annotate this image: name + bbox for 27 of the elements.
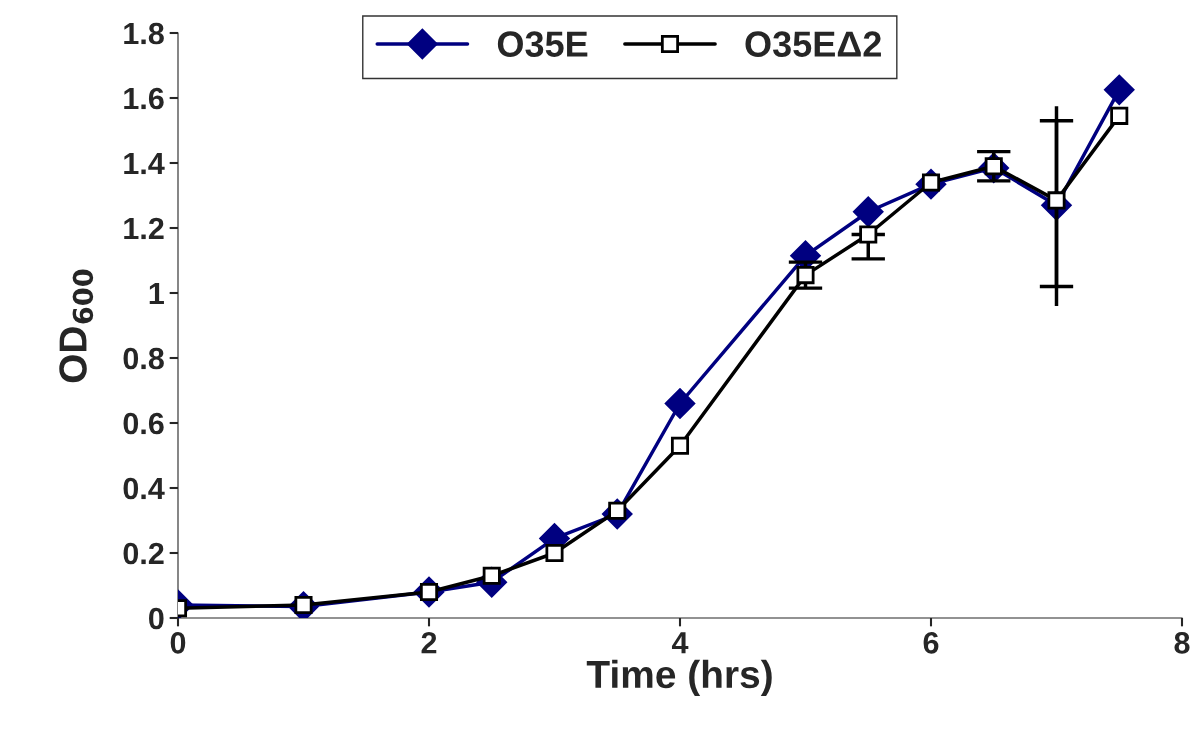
legend-label: O35EΔ2 (745, 31, 881, 57)
y-tick-label: 0.2 (123, 542, 164, 565)
x-tick-label: 6 (923, 632, 939, 654)
point (664, 388, 696, 419)
x-axis-title: Time (hrs) (586, 659, 772, 696)
point (796, 266, 815, 285)
y-tick-label: 1 (149, 283, 164, 305)
y-tick-label: 0 (149, 607, 164, 630)
point (545, 543, 564, 563)
y-tick-label: 1.4 (124, 153, 165, 175)
y-tick-label: 1.6 (124, 87, 164, 110)
x-tick-label: 0 (170, 632, 186, 654)
point (1104, 74, 1135, 106)
x-tick-label: 4 (671, 632, 689, 654)
point (1110, 106, 1129, 125)
x-tick-label: 2 (421, 632, 437, 654)
point (853, 196, 884, 227)
point (670, 436, 690, 455)
y-tick-label: 0.4 (123, 477, 165, 500)
y-tick-label: 1.8 (124, 22, 164, 45)
y-axis-title: OD$_{600}$ (59, 269, 94, 383)
x-tick-label: 8 (1174, 632, 1190, 654)
y-tick-label: 0.8 (123, 347, 164, 370)
point (859, 225, 878, 244)
y-tick-label: 0.6 (123, 412, 164, 435)
y-tick-label: 1.2 (124, 217, 164, 240)
legend-label: O35E (497, 31, 588, 57)
